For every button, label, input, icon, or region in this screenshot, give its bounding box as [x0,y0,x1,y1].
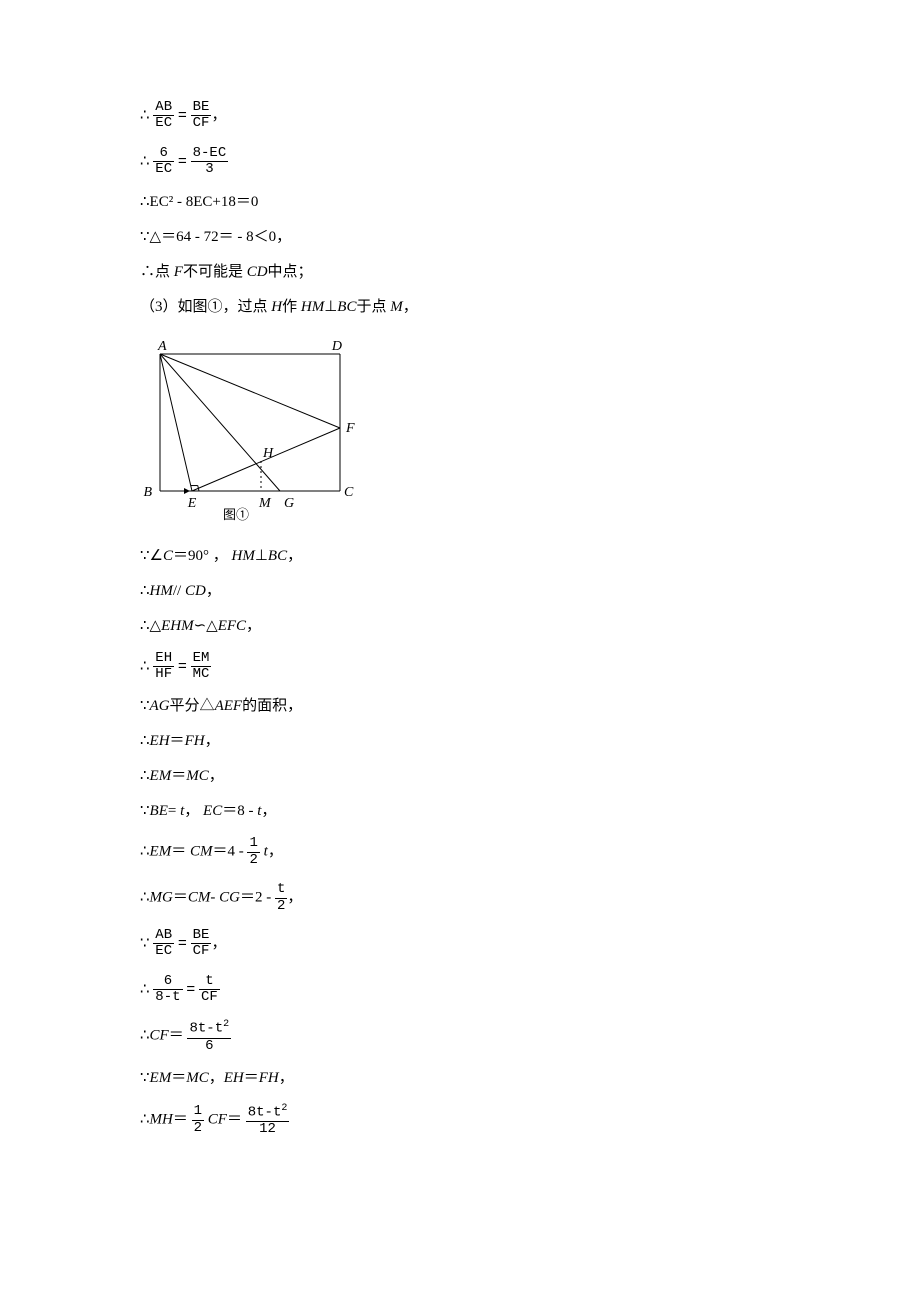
equation-line: ∴MG＝CM- CG＝2 - t 2 ， [140,882,780,914]
text-line: ∵EM＝MC，EH＝FH， [140,1068,780,1089]
fraction: 1 2 [247,836,259,868]
svg-text:B: B [143,485,152,500]
svg-text:E: E [187,496,197,511]
fraction: t 2 [275,882,287,914]
svg-text:图①: 图① [223,507,249,521]
fraction: EM MC [191,651,212,683]
therefore-symbol: ∴ [140,153,150,169]
fraction: BE CF [191,928,212,960]
text-line: ∴点 F不可能是 CD中点； [140,262,780,283]
therefore-symbol: ∴ [140,107,150,123]
text-line: ∴EH＝FH， [140,731,780,752]
fraction: 8t-t2 6 [187,1019,231,1053]
fraction: 8t-t2 12 [246,1103,290,1137]
fraction: t CF [199,974,220,1006]
fraction: BE CF [191,100,212,132]
diagram-svg: A D B C E MG H F 图① [140,336,365,521]
svg-text:D: D [331,339,342,354]
equation-line: ∴CF＝ 8t-t2 6 [140,1019,780,1053]
equation-line: ∴ AB EC = BE CF ， [140,100,780,132]
text-line: ∴HM// CD， [140,581,780,602]
text-line: ∵BE= t， EC＝8 - t， [140,801,780,822]
fraction: 1 2 [192,1104,204,1136]
svg-text:A: A [157,339,167,354]
text-line: ∴EC² - 8EC+18＝0 [140,192,780,213]
svg-text:C: C [344,485,354,500]
equation-line: ∴ EH HF = EM MC [140,651,780,683]
geometry-diagram: A D B C E MG H F 图① [140,336,780,526]
equation-line: ∴ 6 EC = 8-EC 3 [140,146,780,178]
svg-text:F: F [345,421,355,436]
text-line: ∵∠C＝90° ， HM⊥BC， [140,546,780,567]
text-line: ∴△EHM∽△EFC， [140,616,780,637]
fraction: 6 EC [153,146,174,178]
fraction: 8-EC 3 [191,146,229,178]
svg-text:M: M [258,496,272,511]
fraction: EH HF [153,651,174,683]
text-line: ∴EM＝MC， [140,766,780,787]
equation-line: ∴MH＝ 1 2 CF＝ 8t-t2 12 [140,1103,780,1137]
svg-text:G: G [284,496,294,511]
equation-line: ∵ AB EC = BE CF ， [140,928,780,960]
equation-line: ∴ 6 8-t = t CF [140,974,780,1006]
text-line: （3）如图①，过点 H作 HM⊥BC于点 M， [140,297,780,318]
fraction: AB EC [153,928,174,960]
text-line: ∵AG平分△AEF的面积， [140,696,780,717]
fraction: AB EC [153,100,174,132]
text-line: ∵△＝64 - 72＝ - 8＜0， [140,227,780,248]
fraction: 6 8-t [153,974,182,1006]
svg-text:H: H [262,446,274,461]
equation-line: ∴EM＝ CM＝4 - 1 2 t， [140,836,780,868]
